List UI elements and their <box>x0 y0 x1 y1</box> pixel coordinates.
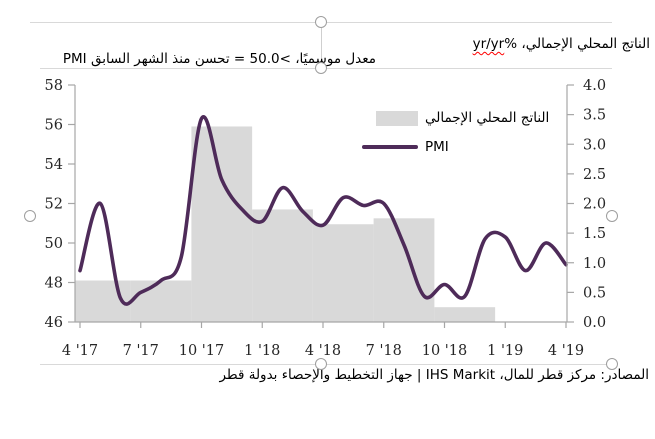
selection-handle-bottom-right[interactable] <box>606 358 618 370</box>
right-axis-label: 3.0 <box>583 137 606 153</box>
chart-title-gdp-arabic: الناتج المحلي الإجمالي، % <box>504 36 650 52</box>
left-axis-label: 58 <box>45 78 63 94</box>
right-axis-label: 1.0 <box>583 256 606 272</box>
selection-handle-bottom-center[interactable] <box>315 358 327 370</box>
x-axis-label: 4 '17 <box>62 343 98 359</box>
gdp-legend-swatch <box>376 110 418 126</box>
gdp-bar <box>373 218 435 322</box>
x-axis-label: 10 '17 <box>179 343 225 359</box>
pmi-legend-label: PMI <box>425 139 449 155</box>
right-axis-label: 4.0 <box>583 78 606 94</box>
x-axis-label: 1 '18 <box>244 343 280 359</box>
right-axis-label: 0.5 <box>583 285 606 301</box>
left-axis-label: 46 <box>45 315 63 331</box>
gdp-bar <box>191 126 253 322</box>
gdp-legend-label: الناتج المحلي الإجمالي <box>425 110 550 126</box>
left-axis-label: 56 <box>45 118 63 134</box>
gdp-bar <box>312 224 374 322</box>
pmi-legend-swatch <box>362 145 418 149</box>
x-axis-label: 4 '18 <box>305 343 341 359</box>
x-axis-label: 10 '18 <box>422 343 468 359</box>
right-axis-label: 2.0 <box>583 197 606 213</box>
rotation-handle-stem <box>321 28 322 68</box>
legend: الناتج المحلي الإجمالي PMI <box>360 110 549 168</box>
legend-item-gdp: الناتج المحلي الإجمالي <box>360 110 549 126</box>
selection-handle-left-center[interactable] <box>24 210 36 222</box>
right-axis-label: 3.5 <box>583 108 606 124</box>
gdp-bar <box>434 307 496 322</box>
left-axis-label: 54 <box>45 157 63 173</box>
left-axis-label: 52 <box>45 197 63 213</box>
selection-handle-top-center[interactable] <box>315 62 327 74</box>
left-axis-label: 48 <box>45 276 63 292</box>
x-axis-label: 4 '19 <box>548 343 584 359</box>
chart-title-pmi: PMI معدل موسميًا، >50.0 = تحسن منذ الشهر… <box>62 51 376 67</box>
gdp-bar <box>252 209 313 322</box>
gdp-bar <box>130 280 192 322</box>
source-note: المصادر: مركز قطر للمال، IHS Markit | جه… <box>219 367 649 383</box>
chart-title-gdp: الناتج المحلي الإجمالي، %yr/yr <box>473 36 650 53</box>
right-axis-label: 1.5 <box>583 226 606 242</box>
rotation-handle[interactable] <box>315 16 327 28</box>
chart-title-gdp-units: yr/yr <box>472 36 505 52</box>
x-axis-label: 7 '18 <box>366 343 402 359</box>
pmi-line <box>78 114 568 306</box>
selection-handle-right-center[interactable] <box>606 210 618 222</box>
left-axis-label: 50 <box>45 236 63 252</box>
x-axis-label: 1 '19 <box>487 343 523 359</box>
x-axis-label: 7 '17 <box>123 343 159 359</box>
right-axis-label: 0.0 <box>583 315 606 331</box>
right-axis-label: 2.5 <box>583 167 606 183</box>
legend-item-pmi: PMI <box>360 139 549 155</box>
